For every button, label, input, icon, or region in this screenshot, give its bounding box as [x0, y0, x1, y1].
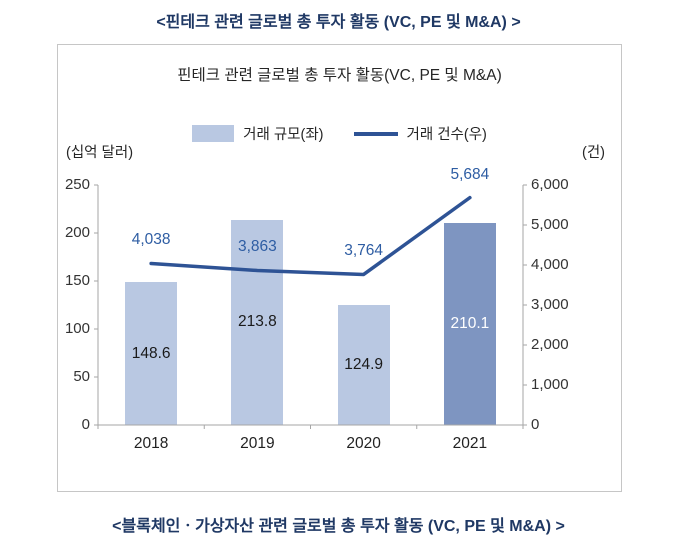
y-axis-tick-left: 200 — [64, 224, 90, 241]
y-axis-tick-right: 3,000 — [531, 296, 569, 313]
top-caption: <핀테크 관련 글로벌 총 투자 활동 (VC, PE 및 M&A) > — [156, 14, 521, 31]
line-value-label: 5,684 — [450, 165, 490, 183]
y-axis-tick-left: 100 — [64, 320, 90, 337]
y-axis-tick-right: 4,000 — [531, 256, 569, 273]
y-axis-tick-left: 250 — [64, 176, 90, 193]
chart-container: 핀테크 관련 글로벌 총 투자 활동(VC, PE 및 M&A) 거래 규모(좌… — [57, 44, 622, 492]
chart-title: 핀테크 관련 글로벌 총 투자 활동(VC, PE 및 M&A) — [177, 67, 502, 84]
bar-series-swatch-icon — [192, 125, 235, 142]
bar-value-label: 124.9 — [344, 356, 384, 374]
right-axis-unit-label: (건) — [582, 145, 605, 161]
y-axis-tick-right: 5,000 — [531, 216, 569, 233]
y-axis-tick-right: 2,000 — [531, 336, 569, 353]
chart-legend: 거래 규모(좌) 거래 건수(우) — [58, 123, 621, 144]
x-axis-label: 2021 — [452, 435, 488, 452]
line-series-swatch-icon — [353, 131, 398, 136]
bar-2021: 210.1 — [443, 223, 496, 425]
y-axis-tick-left: 150 — [64, 272, 90, 289]
bar-value-label: 213.8 — [237, 313, 277, 331]
y-axis-tick-right: 0 — [531, 416, 540, 433]
legend-item-line-series: 거래 건수(우) — [353, 123, 487, 144]
y-axis-tick-left: 0 — [81, 416, 90, 433]
bar-value-label: 148.6 — [131, 344, 171, 362]
bar-2020: 124.9 — [337, 305, 390, 425]
bar-value-label: 210.1 — [450, 315, 490, 333]
legend-label-bar-series: 거래 규모(좌) — [243, 127, 324, 143]
line-value-label: 4,038 — [131, 231, 171, 249]
line-value-label: 3,764 — [344, 242, 384, 260]
x-axis-label: 2018 — [133, 435, 169, 452]
x-axis-label: 2019 — [240, 435, 275, 452]
y-axis-tick-right: 6,000 — [531, 176, 569, 193]
bar-2018: 148.6 — [125, 282, 178, 425]
left-axis-unit-label: (십억 달러) — [66, 145, 134, 161]
legend-item-bar-series: 거래 규모(좌) — [192, 123, 324, 144]
line-value-label: 3,863 — [237, 238, 277, 256]
y-axis-tick-left: 50 — [73, 368, 90, 385]
bottom-caption: <블록체인ㆍ가상자산 관련 글로벌 총 투자 활동 (VC, PE 및 M&A)… — [112, 518, 565, 535]
x-axis-label: 2020 — [346, 435, 381, 452]
y-axis-tick-right: 1,000 — [531, 376, 569, 393]
legend-label-line-series: 거래 건수(우) — [406, 127, 487, 143]
